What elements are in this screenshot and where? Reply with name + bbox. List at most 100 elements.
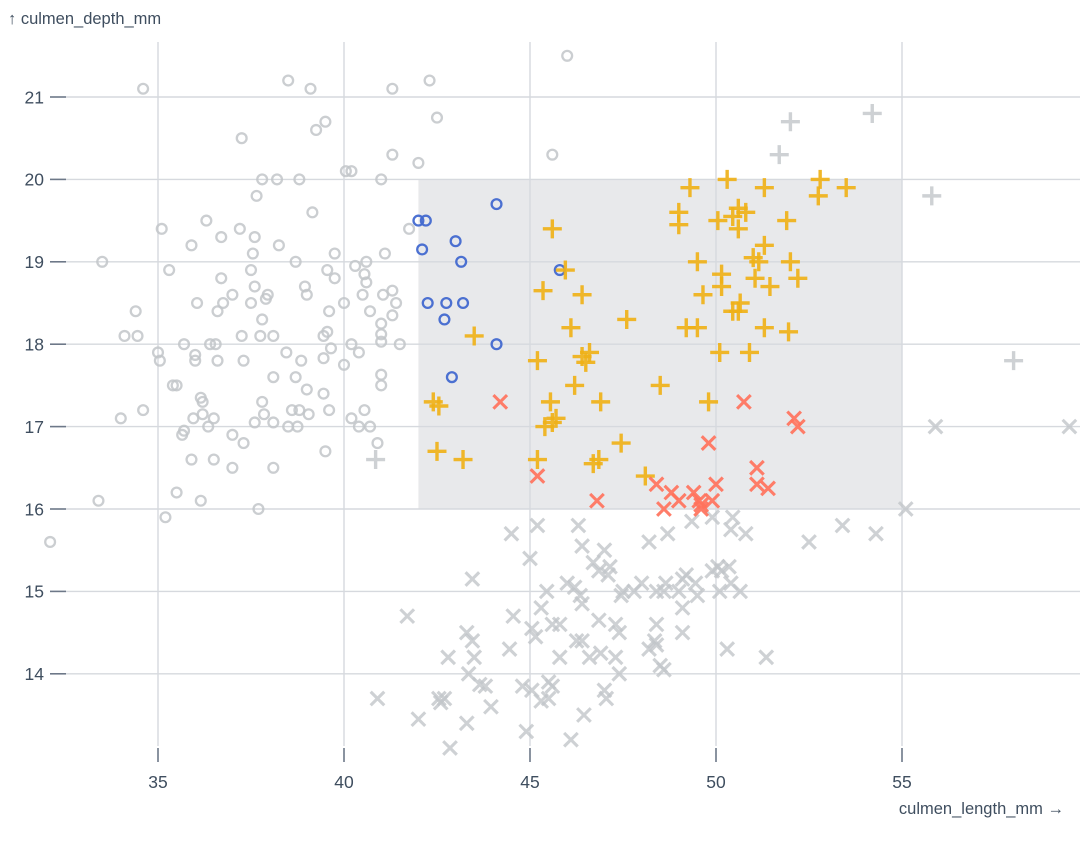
- plus-unselected-point: [769, 145, 789, 165]
- plus-selected-point: [561, 318, 581, 338]
- x-unselected-point: [581, 649, 598, 666]
- y-axis-label: ↑ culmen_depth_mm: [8, 10, 161, 28]
- circle-unselected-point: [375, 379, 388, 392]
- plus-selected-point: [669, 215, 689, 235]
- x-unselected-point: [505, 608, 522, 625]
- circle-unselected-point: [235, 329, 248, 343]
- x-selected-point: [789, 418, 806, 435]
- circle-unselected-point: [358, 404, 371, 417]
- circle-unselected-point: [137, 82, 150, 95]
- plus-selected-point: [542, 219, 562, 239]
- x-selected-point: [736, 393, 752, 410]
- circle-unselected-point: [254, 329, 267, 343]
- plus-selected-point: [754, 178, 774, 198]
- x-unselected-point: [722, 521, 739, 538]
- x-unselected-point: [607, 649, 624, 666]
- plus-selected-point: [788, 268, 808, 288]
- plus-selected-point: [710, 342, 730, 362]
- circle-unselected-point: [363, 420, 377, 433]
- plus-selected-point: [739, 342, 759, 362]
- x-unselected-point: [607, 616, 624, 633]
- circle-unselected-point: [345, 412, 358, 425]
- x-unselected-point: [544, 678, 561, 695]
- x-unselected-point: [442, 740, 458, 756]
- circle-unselected-point: [118, 329, 131, 343]
- circle-unselected-point: [196, 408, 209, 421]
- circle-unselected-point: [363, 305, 377, 318]
- circle-unselected-point: [360, 255, 373, 268]
- circle-unselected-point: [375, 328, 388, 341]
- plus-selected-point: [635, 466, 655, 486]
- circle-unselected-point: [321, 263, 334, 277]
- circle-unselected-point: [324, 342, 338, 355]
- circle-unselected-point: [272, 239, 285, 252]
- circle-unselected-point: [226, 461, 239, 474]
- x-selected-point: [492, 393, 509, 410]
- circle-unselected-point: [375, 335, 388, 348]
- x-axis-label: culmen_length_mm →: [899, 800, 1064, 818]
- x-unselected-point: [674, 571, 691, 587]
- circle-unselected-point: [291, 420, 304, 433]
- circle-unselected-point: [259, 292, 272, 305]
- plus-selected-point: [754, 318, 774, 338]
- circle-selected-point: [412, 214, 425, 227]
- x-unselected-point: [897, 501, 914, 517]
- tick-label-x: 35: [148, 772, 167, 792]
- circle-unselected-point: [378, 247, 391, 260]
- circle-unselected-point: [92, 494, 105, 507]
- x-unselected-point: [687, 575, 704, 592]
- circle-unselected-point: [226, 428, 239, 441]
- circle-unselected-point: [233, 222, 246, 235]
- x-selected-point: [693, 501, 710, 517]
- circle-unselected-point: [317, 387, 330, 400]
- circle-unselected-point: [375, 173, 388, 186]
- circle-unselected-point: [375, 368, 388, 381]
- x-unselected-point: [626, 583, 643, 600]
- circle-selected-point: [438, 313, 451, 326]
- circle-selected-point: [490, 338, 503, 351]
- plus-selected-point: [533, 281, 553, 301]
- tick-label-y: 16: [25, 499, 44, 519]
- circle-unselected-point: [194, 391, 207, 404]
- plus-selected-point: [464, 326, 484, 346]
- plus-selected-point: [717, 169, 737, 189]
- x-unselected-point: [927, 418, 944, 435]
- circle-unselected-point: [321, 325, 334, 338]
- x-unselected-point: [514, 678, 531, 695]
- x-unselected-point: [440, 649, 457, 666]
- circle-unselected-point: [170, 379, 183, 392]
- circle-unselected-point: [328, 272, 341, 285]
- plus-selected-point: [693, 285, 713, 305]
- x-unselected-point: [801, 534, 817, 550]
- x-unselected-point: [611, 665, 628, 682]
- plus-selected-point: [836, 178, 856, 198]
- circle-unselected-point: [386, 284, 399, 297]
- circle-unselected-point: [302, 408, 315, 421]
- plus-selected-point: [708, 211, 728, 231]
- circle-selected-point: [445, 371, 458, 384]
- circle-selected-point: [455, 255, 468, 268]
- circle-unselected-point: [200, 214, 213, 227]
- circle-unselected-point: [319, 115, 332, 128]
- circle-unselected-point: [137, 404, 150, 417]
- x-unselected-point: [458, 624, 475, 641]
- x-selected-point: [749, 459, 765, 476]
- x-unselected-point: [674, 624, 691, 641]
- circle-unselected-point: [323, 404, 336, 417]
- circle-unselected-point: [317, 352, 330, 365]
- plus-selected-point: [540, 392, 560, 412]
- circle-unselected-point: [250, 189, 263, 202]
- circle-unselected-point: [207, 453, 220, 466]
- x-unselected-point: [834, 517, 851, 534]
- x-unselected-point: [713, 562, 730, 579]
- x-selected-point: [529, 468, 546, 484]
- x-unselected-point: [464, 632, 481, 649]
- x-unselected-point: [551, 616, 568, 633]
- plus-selected-point: [754, 235, 774, 255]
- plus-unselected-point: [780, 112, 800, 132]
- circle-unselected-point: [237, 354, 250, 367]
- circle-unselected-point: [375, 317, 388, 330]
- x-unselected-point: [598, 690, 615, 707]
